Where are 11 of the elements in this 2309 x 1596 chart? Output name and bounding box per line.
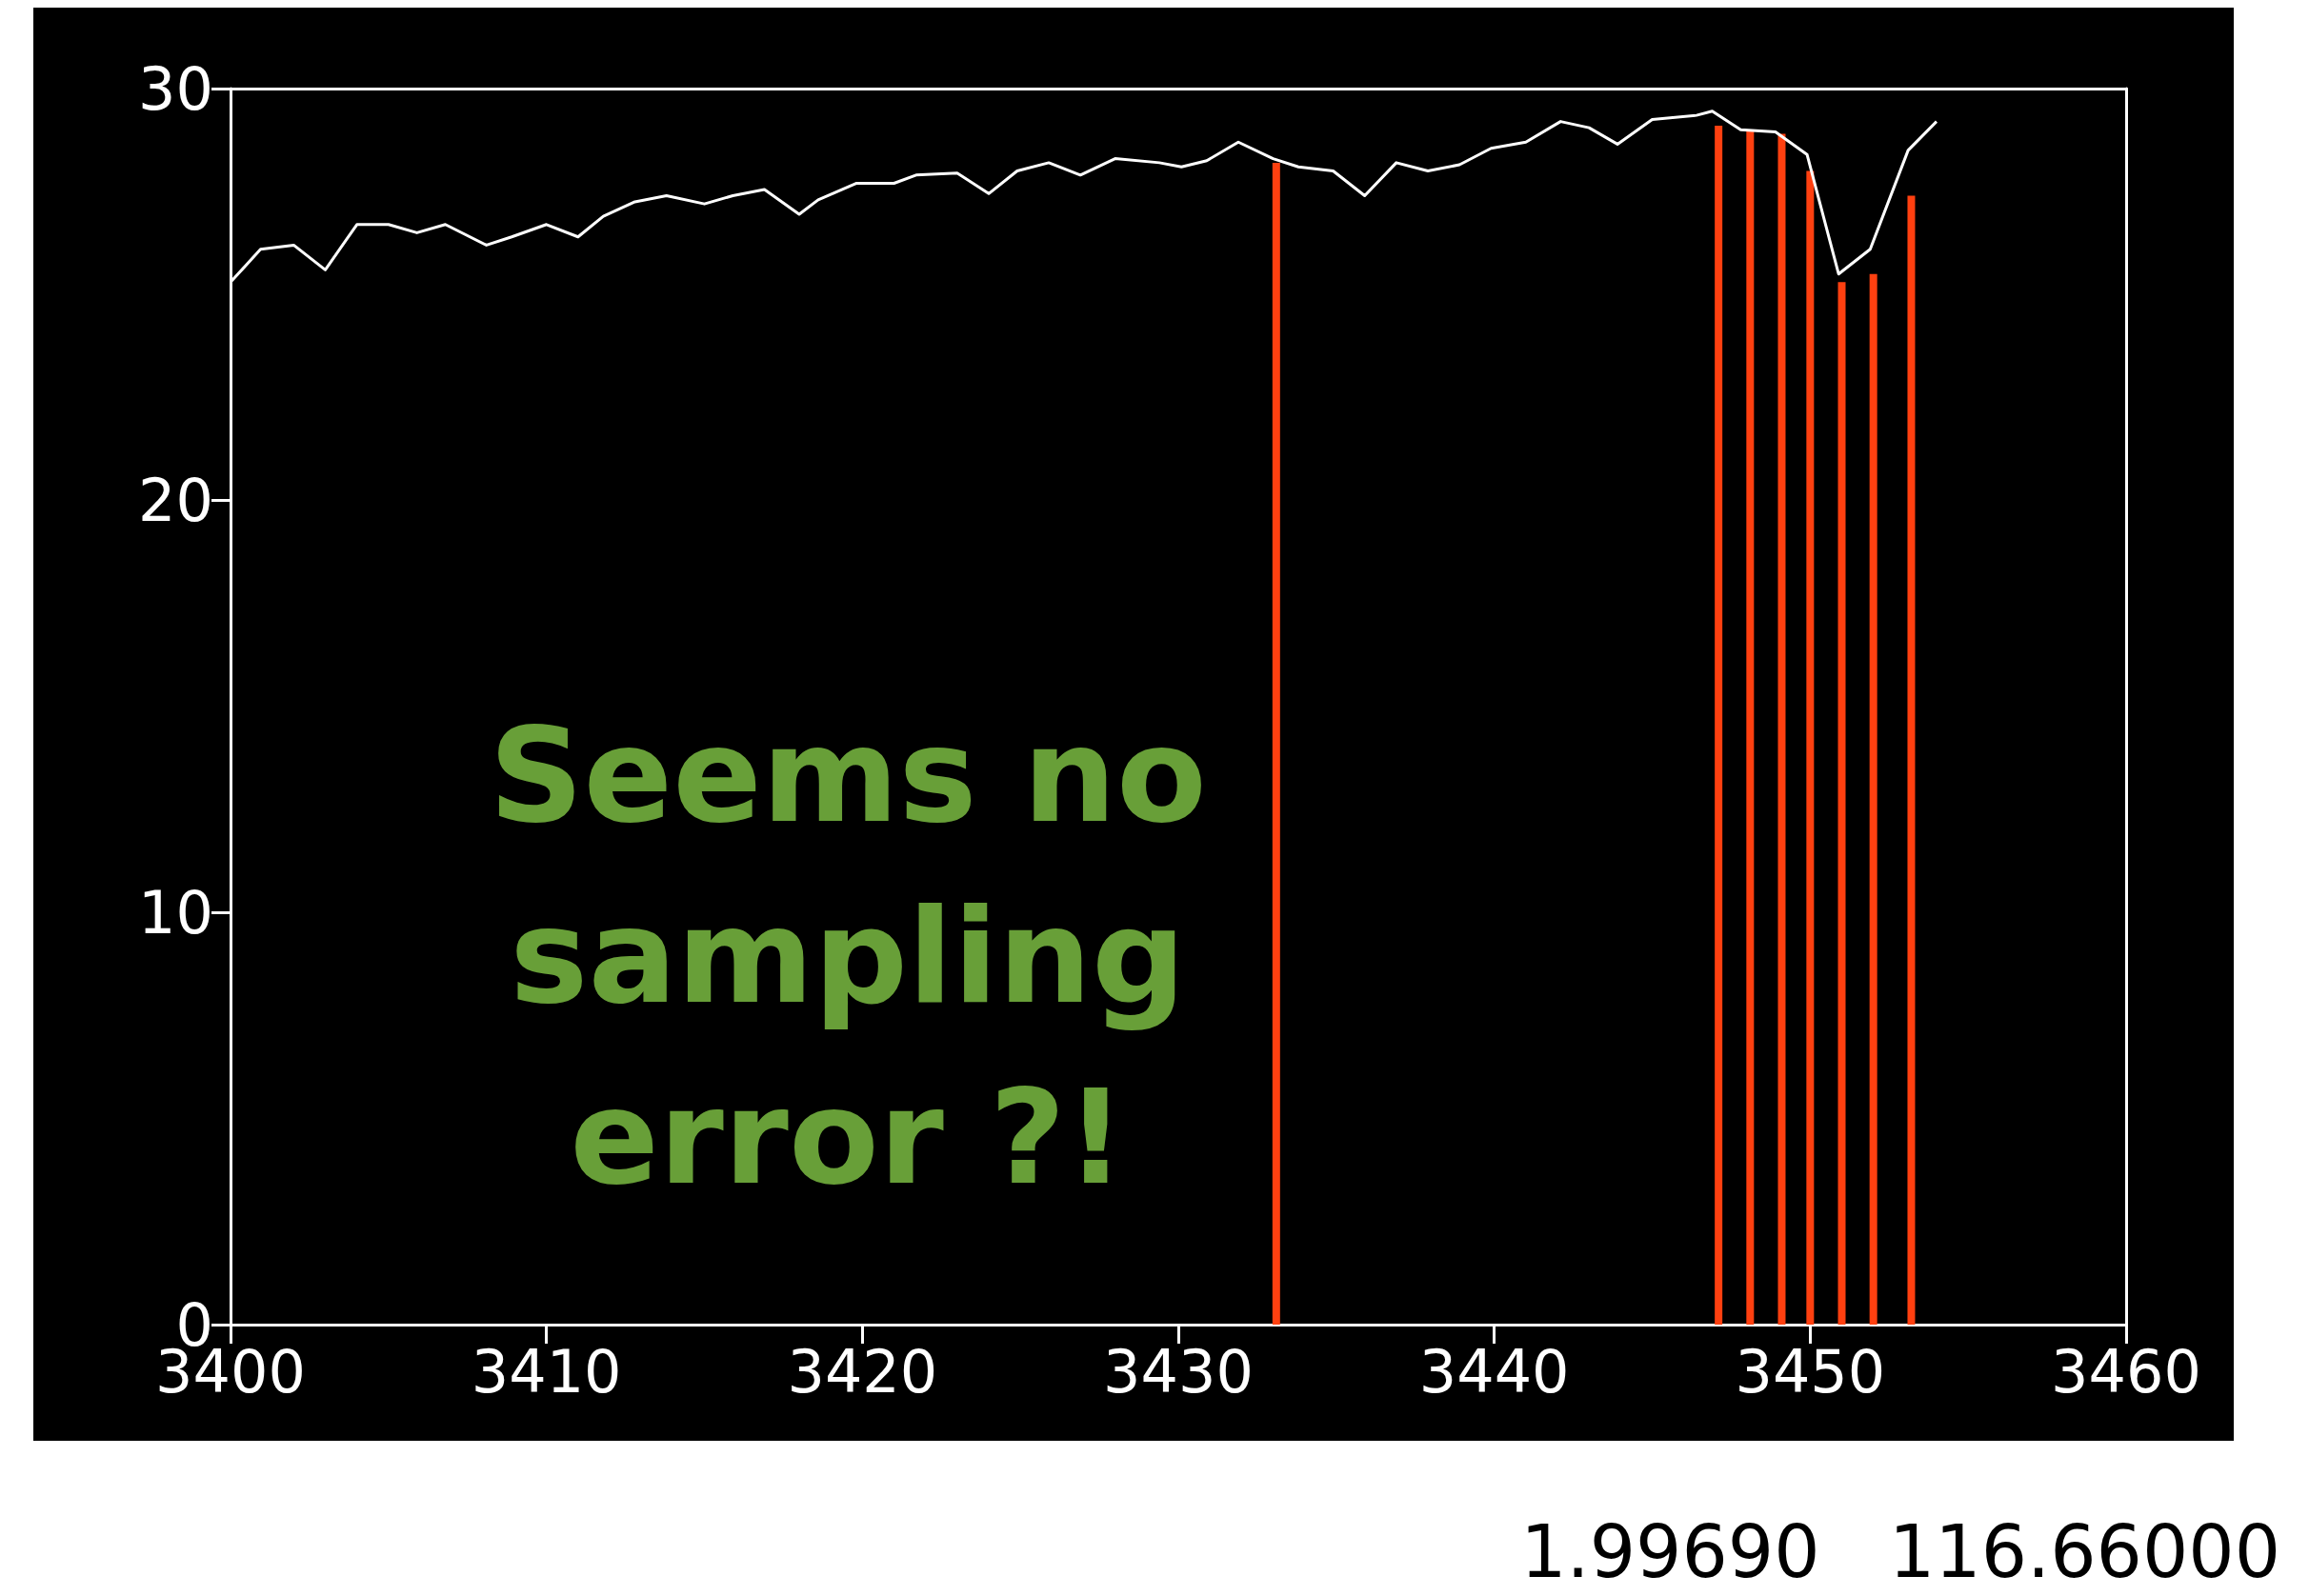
x-tick-label: 3460 — [2051, 1336, 2201, 1406]
x-tick-label: 3410 — [471, 1336, 622, 1406]
x-tick-label: 3430 — [1103, 1336, 1254, 1406]
x-tick-label: 3450 — [1735, 1336, 1886, 1406]
y-tick-label: 20 — [138, 466, 213, 536]
x-tick-label: 3440 — [1418, 1336, 1570, 1406]
text: 1.99690 116.66000 — [1520, 1509, 2280, 1594]
x-tick-label: 3420 — [787, 1336, 938, 1406]
y-tick-label: 10 — [138, 877, 213, 948]
y-tick-label: 30 — [138, 53, 213, 124]
annotation: Seems no sampling error ?! — [488, 698, 1208, 1216]
